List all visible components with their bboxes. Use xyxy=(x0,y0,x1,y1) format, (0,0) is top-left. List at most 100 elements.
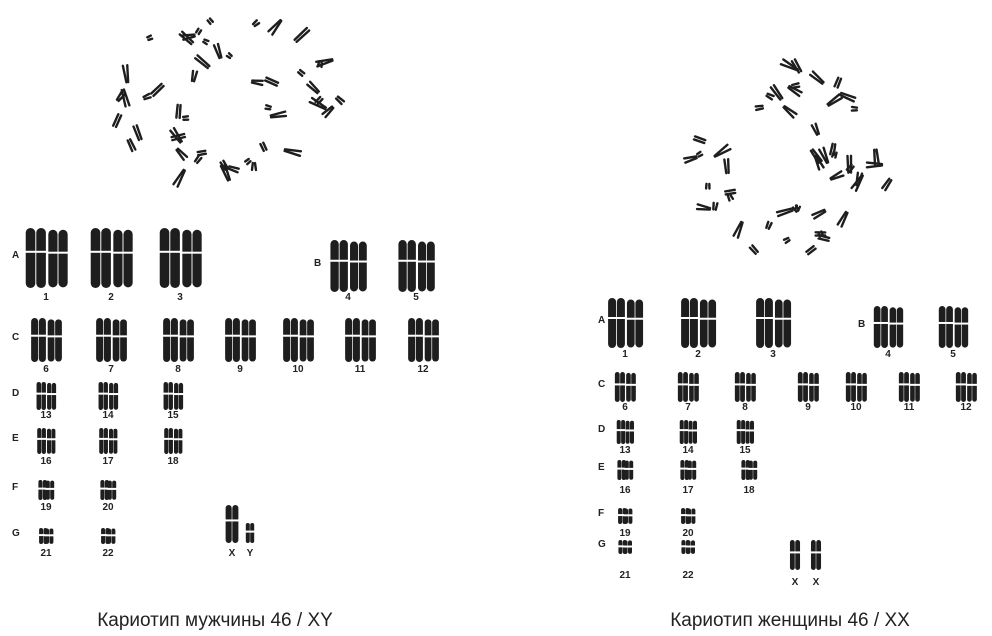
group-label: D xyxy=(12,388,19,399)
metaphase-chromosome xyxy=(692,135,706,145)
chromatid xyxy=(232,505,238,543)
centromere xyxy=(938,322,954,324)
chromatid xyxy=(99,428,103,454)
chromatid xyxy=(163,318,170,362)
chromosome xyxy=(224,318,241,362)
chromosome xyxy=(95,318,112,362)
sex-chromosome-label: Y xyxy=(247,548,254,559)
chromatid xyxy=(620,372,625,402)
chromosome-number: 14 xyxy=(682,445,694,456)
metaphase-chromosome xyxy=(748,244,760,256)
chromatid xyxy=(174,429,178,454)
chromatid xyxy=(775,300,783,348)
metaphase-chromosome xyxy=(225,52,234,61)
chromatid xyxy=(681,298,689,348)
centromere xyxy=(173,393,183,395)
chromatid xyxy=(750,421,754,444)
chromatid xyxy=(427,242,435,292)
metaphase-chromosome xyxy=(754,103,765,111)
chromosome-number: 15 xyxy=(167,410,179,421)
chromatid xyxy=(31,318,38,362)
group-label: E xyxy=(12,433,19,444)
chromatid xyxy=(251,162,255,172)
centromere xyxy=(856,384,867,386)
group-label: C xyxy=(12,332,19,343)
chromatid xyxy=(627,300,635,348)
centromere xyxy=(47,252,69,254)
metaphase-chromosome xyxy=(212,43,223,61)
chromosome xyxy=(955,372,967,402)
chromatid xyxy=(727,158,730,174)
chromatid xyxy=(353,318,360,362)
chromosome xyxy=(616,420,626,444)
chromosome xyxy=(108,383,118,410)
chromatid xyxy=(680,420,684,444)
chromatid xyxy=(708,183,711,190)
chromosome xyxy=(688,373,699,402)
chromosome xyxy=(736,420,746,444)
chromatid xyxy=(617,460,621,480)
centromere xyxy=(112,335,128,337)
chromatid xyxy=(790,540,795,570)
centromere xyxy=(808,384,819,386)
centromere xyxy=(688,384,699,386)
group-label: C xyxy=(598,379,605,390)
chromatid xyxy=(100,480,104,500)
chromatid xyxy=(369,319,376,361)
chromosome-number: 4 xyxy=(345,292,351,303)
chromosome xyxy=(329,240,349,292)
metaphase-chromosome xyxy=(305,80,320,96)
chromatid xyxy=(962,307,968,347)
chromatid xyxy=(113,319,120,361)
centromere xyxy=(36,393,47,395)
chromatid xyxy=(816,540,821,570)
chromatid xyxy=(939,306,946,348)
metaphase-chromosome xyxy=(836,209,849,228)
chromosome xyxy=(623,540,633,553)
centromere xyxy=(241,335,257,337)
chromatid xyxy=(99,382,103,410)
chromosome-number: 5 xyxy=(950,349,956,360)
chromosome xyxy=(344,318,361,362)
centromere xyxy=(616,429,626,431)
chromosome xyxy=(99,428,109,454)
chromatid xyxy=(50,481,54,500)
centromere xyxy=(179,335,195,337)
group-label: F xyxy=(598,508,604,519)
chromosome xyxy=(299,319,315,361)
chromatid xyxy=(688,461,692,480)
chromatid xyxy=(956,372,961,402)
chromatid xyxy=(103,382,107,410)
chromosome xyxy=(808,373,819,402)
chromosome-number: 17 xyxy=(682,485,694,496)
chromosome-number: 16 xyxy=(619,485,631,496)
chromatid xyxy=(700,300,708,348)
metaphase-chromosome xyxy=(695,203,712,215)
chromatid xyxy=(753,461,757,480)
chromatid xyxy=(39,318,46,362)
chromatid xyxy=(723,158,728,174)
chromatid xyxy=(47,429,51,454)
chromosome-number: 6 xyxy=(43,364,49,375)
chromosome xyxy=(282,318,299,362)
metaphase-chromosome xyxy=(266,16,283,36)
chromatid xyxy=(46,481,50,500)
centromere xyxy=(344,335,361,337)
chromatid xyxy=(249,319,256,361)
metaphase-chromosome xyxy=(850,105,858,112)
chromatid xyxy=(881,306,888,348)
chromatid xyxy=(425,319,432,361)
metaphase-chromosome xyxy=(705,182,711,190)
chromosome-number: 8 xyxy=(175,364,181,375)
chromosome-number: 7 xyxy=(685,402,691,413)
chromosome xyxy=(614,372,626,402)
chromatid xyxy=(41,382,45,410)
centromere xyxy=(736,429,746,431)
chromatid xyxy=(751,373,756,402)
chromosome xyxy=(361,319,377,361)
chromatid xyxy=(359,242,367,292)
chromosome-number: 17 xyxy=(102,456,114,467)
chromatid xyxy=(615,372,620,402)
centromere xyxy=(164,438,174,440)
chromatid xyxy=(955,307,961,347)
